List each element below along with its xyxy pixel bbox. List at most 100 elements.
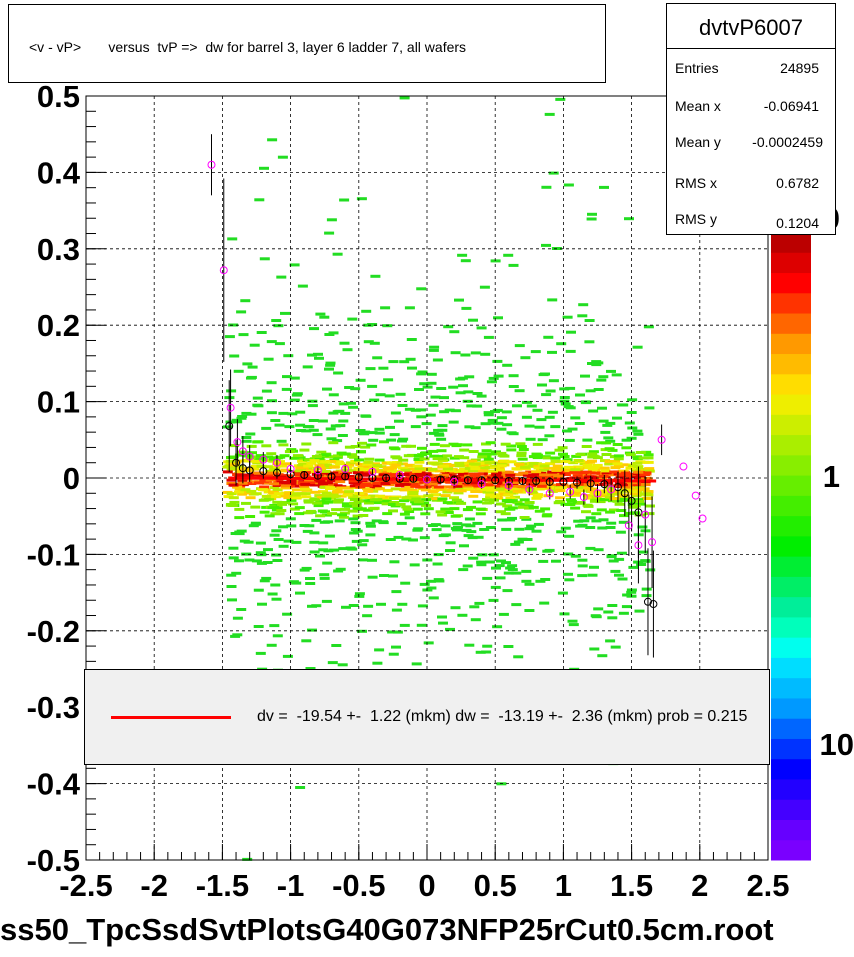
density-cell — [228, 496, 239, 500]
density-cell — [413, 474, 424, 478]
density-cell — [321, 497, 332, 501]
density-cell — [609, 490, 620, 493]
density-cell — [562, 315, 573, 319]
profile-marker — [233, 438, 242, 447]
density-cell — [616, 551, 627, 555]
density-cell — [637, 525, 648, 529]
density-cell — [428, 596, 439, 600]
density-cell — [361, 309, 372, 313]
density-cell — [383, 378, 394, 382]
colorbar-segment — [771, 637, 811, 658]
colorbar-label: 1 — [823, 459, 840, 494]
density-cell — [505, 566, 516, 570]
density-cell — [474, 601, 485, 605]
density-cell — [643, 460, 654, 464]
density-cell — [539, 464, 550, 468]
fit-legend: dv = -19.54 +- 1.22 (mkm) dw = -13.19 +-… — [84, 669, 770, 765]
density-cell — [428, 461, 439, 465]
density-cell — [520, 462, 531, 466]
density-cell — [419, 457, 430, 461]
density-cell — [567, 485, 578, 489]
density-cell — [435, 510, 446, 514]
density-cell — [236, 416, 247, 420]
density-cell — [505, 473, 516, 477]
density-cell — [288, 580, 299, 584]
density-cell — [528, 464, 539, 468]
density-cell — [342, 470, 353, 474]
density-cell — [311, 455, 322, 458]
profile-point-magenta — [272, 455, 281, 471]
density-cell — [317, 509, 328, 513]
density-cell — [410, 425, 421, 429]
density-cell — [493, 476, 504, 480]
density-cell — [345, 461, 356, 465]
density-cell — [459, 448, 470, 452]
density-cell — [420, 488, 431, 492]
density-cell — [604, 447, 615, 451]
density-cell — [232, 633, 243, 637]
density-cell — [336, 451, 347, 455]
density-cell — [309, 483, 320, 487]
density-cell — [580, 374, 590, 378]
density-cell — [354, 592, 365, 596]
density-cell — [573, 459, 584, 462]
density-cell — [563, 572, 573, 576]
y-tick-label: -0.5 — [27, 843, 80, 878]
density-cell — [503, 571, 514, 575]
density-cell — [318, 541, 329, 545]
density-cell — [626, 590, 637, 594]
density-cell — [319, 576, 330, 580]
density-cell — [416, 623, 427, 627]
density-cell — [502, 589, 513, 593]
density-cell — [610, 645, 621, 649]
density-cell — [434, 433, 445, 437]
density-cell — [614, 557, 625, 561]
density-cell — [284, 425, 295, 429]
density-cell — [378, 521, 389, 525]
profile-point-magenta — [504, 480, 513, 491]
density-cell — [454, 461, 465, 465]
profile-point-black — [532, 476, 541, 486]
profile-marker — [634, 541, 643, 550]
density-cell — [645, 568, 656, 572]
density-cell — [355, 462, 366, 466]
density-cell — [615, 530, 626, 534]
density-cell — [484, 501, 495, 505]
density-cell — [355, 378, 366, 382]
density-cell — [229, 354, 240, 358]
density-cell — [527, 490, 538, 494]
density-cell — [405, 357, 416, 361]
density-cell — [247, 451, 257, 455]
density-cell — [311, 604, 322, 608]
density-cell — [349, 455, 360, 459]
density-cell — [256, 331, 267, 334]
density-cell — [401, 537, 412, 541]
density-cell — [412, 469, 423, 473]
density-cell — [276, 275, 287, 279]
density-cell — [460, 259, 471, 263]
density-cell — [507, 506, 518, 510]
density-cell — [241, 552, 252, 556]
density-cell — [339, 198, 350, 202]
density-cell — [495, 502, 506, 506]
density-cell — [329, 465, 340, 469]
density-cell — [632, 455, 643, 459]
density-cell — [575, 393, 585, 397]
colorbar-segment — [771, 677, 811, 699]
density-cell — [526, 547, 537, 551]
density-cell — [496, 427, 507, 431]
density-cell — [320, 460, 331, 464]
density-cell — [559, 455, 570, 458]
density-cell — [264, 514, 275, 518]
density-cell — [629, 492, 640, 496]
density-cell — [617, 577, 628, 581]
density-cell — [271, 319, 282, 322]
density-cell — [603, 436, 614, 440]
profile-marker — [463, 476, 472, 485]
density-cell — [328, 441, 339, 445]
density-cell — [440, 494, 451, 498]
x-tick-label: 2 — [691, 868, 708, 903]
profile-marker — [600, 480, 609, 489]
density-cell — [274, 423, 285, 427]
density-cell — [450, 351, 461, 355]
